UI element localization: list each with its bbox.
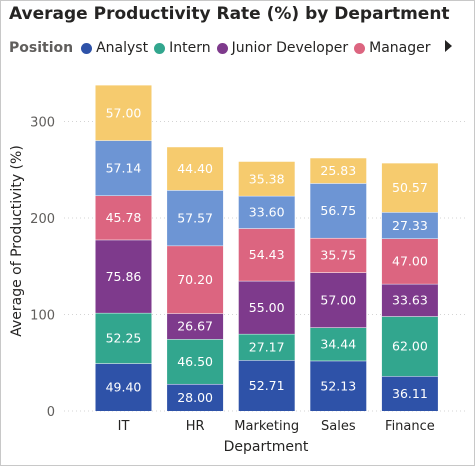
legend-item-junior-developer[interactable]: Junior Developer [216,40,349,56]
legend-marker-intern [154,42,166,54]
bar-segment-marketing-series-5[interactable] [238,195,295,229]
bar-segment-sales-intern[interactable] [310,327,367,361]
data-label: 52.13 [320,378,356,393]
data-label: 33.60 [249,205,285,220]
bar-segment-it-series-5[interactable] [95,140,152,196]
data-label: 25.83 [320,163,356,178]
y-tick-label: 300 [30,116,55,131]
data-label: 35.75 [320,248,356,263]
bar-segment-sales-manager[interactable] [310,237,367,273]
bar-segment-finance-junior-developer[interactable] [381,283,438,317]
legend-item-intern[interactable]: Intern [154,40,211,56]
y-tick-label: 200 [30,212,55,227]
legend-title: Position [9,40,74,56]
data-label: 49.40 [106,380,142,395]
data-label: 47.00 [392,254,428,269]
legend: Position Analyst Intern Junior Developer… [9,39,437,57]
bar-segment-it-intern[interactable] [95,312,152,364]
legend-marker-analyst [81,42,93,54]
data-label: 27.33 [392,218,428,233]
bar-segment-sales-analyst[interactable] [310,360,367,411]
legend-label-manager: Manager [369,40,431,56]
legend-label-intern: Intern [169,40,211,56]
data-label: 57.14 [106,160,142,175]
data-label: 75.86 [106,269,142,284]
data-label: 57.00 [106,105,142,120]
legend-marker-junior-developer [216,42,228,54]
data-label: 57.57 [177,210,213,225]
bar-segment-finance-intern[interactable] [381,316,438,377]
data-label: 54.43 [249,247,285,262]
legend-next-arrow-icon[interactable] [445,40,452,52]
bar-segment-it-series-6[interactable] [95,85,152,141]
bar-segment-it-analyst[interactable] [95,363,152,411]
data-label: 56.75 [320,203,356,218]
data-label: 26.67 [177,319,213,334]
bar-segment-marketing-intern[interactable] [238,333,295,361]
legend-label-analyst: Analyst [96,40,149,56]
x-axis-title: Department [224,439,309,455]
legend-item-manager[interactable]: Manager [354,40,431,56]
bar-segment-finance-series-5[interactable] [381,212,438,239]
y-tick-label: 100 [30,309,55,324]
data-label: 27.17 [249,340,285,355]
bar-segment-marketing-series-6[interactable] [238,161,295,196]
legend-marker-manager [354,42,366,54]
bar-segment-hr-analyst[interactable] [167,383,224,411]
data-label: 28.00 [177,390,213,405]
bar-segment-hr-intern[interactable] [167,339,224,384]
bar-segment-sales-series-6[interactable] [310,158,367,184]
x-tick-label: Sales [321,419,356,434]
data-label: 55.00 [249,300,285,315]
legend-item-analyst[interactable]: Analyst [81,40,148,56]
bar-segment-finance-series-6[interactable] [381,163,438,213]
bar-segment-sales-series-5[interactable] [310,183,367,238]
data-label: 35.38 [249,171,285,186]
bar-segment-sales-junior-developer[interactable] [310,272,367,328]
data-label: 52.71 [249,378,285,393]
bar-segment-hr-series-6[interactable] [167,147,224,191]
bar-segment-hr-junior-developer[interactable] [167,313,224,340]
legend-label-junior-developer: Junior Developer [231,40,349,56]
bar-segment-hr-manager[interactable] [167,245,224,314]
y-axis-title: Average of Productivity (%) [9,145,25,337]
bar-segment-hr-series-5[interactable] [167,190,224,246]
data-label: 50.57 [392,180,428,195]
data-label: 52.25 [106,331,142,346]
x-tick-label: Finance [385,419,435,434]
data-label: 70.20 [177,272,213,287]
data-label: 36.11 [392,386,428,401]
x-tick-label: HR [186,419,205,434]
bar-segment-marketing-analyst[interactable] [238,360,295,411]
data-label: 33.63 [392,293,428,308]
bar-segment-it-junior-developer[interactable] [95,239,152,313]
bar-segment-marketing-junior-developer[interactable] [238,280,295,334]
bar-segment-finance-analyst[interactable] [381,376,438,411]
bar-segment-it-manager[interactable] [95,195,152,240]
bar-segment-marketing-manager[interactable] [238,228,295,281]
x-tick-label: Marketing [234,419,299,434]
bar-segment-finance-manager[interactable] [381,238,438,284]
chart-title: Average Productivity Rate (%) by Departm… [9,4,450,24]
data-label: 45.78 [106,210,142,225]
y-tick-label: 0 [47,405,55,420]
data-label: 46.50 [177,354,213,369]
data-label: 57.00 [320,292,356,307]
data-label: 44.40 [177,161,213,176]
data-label: 62.00 [392,339,428,354]
x-tick-label: IT [118,419,130,434]
data-label: 34.44 [320,337,356,352]
